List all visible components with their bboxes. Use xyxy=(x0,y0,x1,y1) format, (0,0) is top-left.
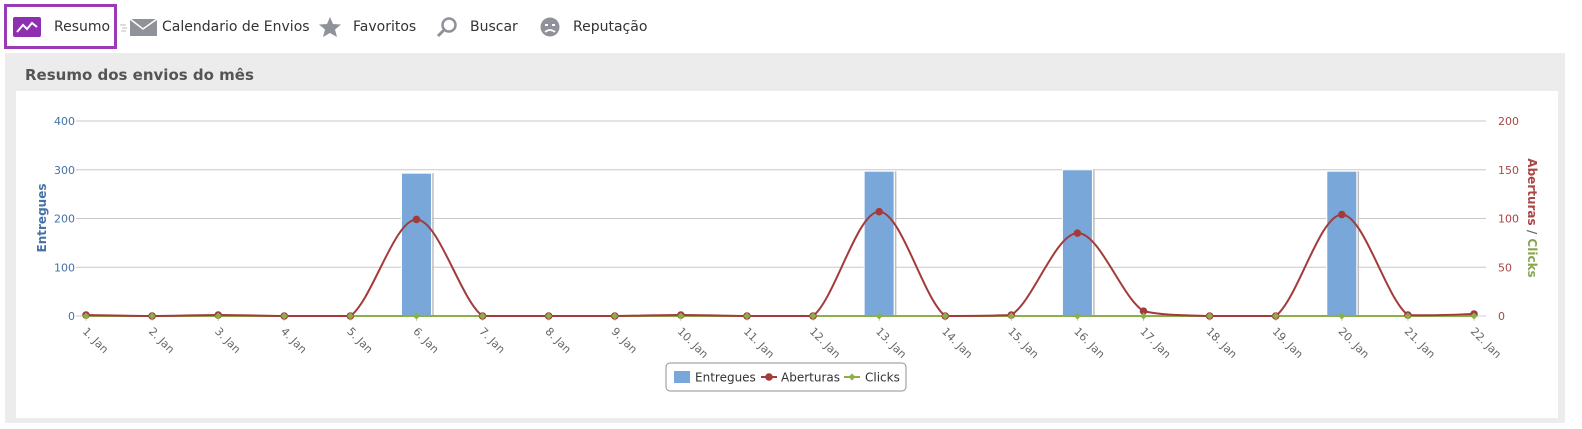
y-right-axis-title-part: Clicks xyxy=(1525,238,1539,277)
y-right-axis-title-part: / xyxy=(1525,230,1539,239)
point-aberturas xyxy=(1338,210,1346,219)
y-left-tick-label: 0 xyxy=(68,310,75,323)
point-clicks xyxy=(148,312,156,320)
point-clicks xyxy=(1470,312,1478,320)
point-aberturas xyxy=(1073,229,1082,237)
y-right-tick-label: 150 xyxy=(1498,164,1519,177)
x-tick-label: 7. Jan xyxy=(476,325,507,356)
point-aberturas xyxy=(875,207,883,216)
point-clicks xyxy=(743,312,751,320)
point-clicks xyxy=(412,312,420,320)
x-tick-label: 12. Jan xyxy=(807,325,843,361)
bar-entregues xyxy=(1326,170,1358,317)
x-tick-label: 21. Jan xyxy=(1402,325,1438,361)
x-tick-label: 8. Jan xyxy=(543,325,574,356)
x-tick-label: 22. Jan xyxy=(1468,325,1504,361)
bar-entregues xyxy=(400,172,432,317)
tab-label: Buscar xyxy=(470,18,518,35)
magnifier-icon xyxy=(436,16,458,38)
x-tick-label: 20. Jan xyxy=(1336,325,1372,361)
envelope-icon xyxy=(120,16,158,38)
point-clicks xyxy=(214,312,222,320)
legend-label-aberturas: Aberturas xyxy=(781,371,840,385)
y-right-tick-label: 0 xyxy=(1498,310,1505,323)
legend-box xyxy=(665,362,907,392)
tab-calendario[interactable]: Calendario de Envios xyxy=(120,4,310,49)
point-clicks xyxy=(479,312,487,320)
point-clicks xyxy=(545,312,553,320)
face-icon xyxy=(540,17,560,37)
x-tick-label: 13. Jan xyxy=(873,325,909,361)
x-tick-label: 3. Jan xyxy=(212,325,243,356)
y-left-tick-label: 200 xyxy=(54,213,75,226)
bar-entregues xyxy=(1061,169,1093,317)
legend-label-entregues: Entregues xyxy=(695,371,756,385)
x-tick-label: 18. Jan xyxy=(1203,325,1239,361)
tab-reputacao[interactable]: Reputação xyxy=(540,4,647,49)
y-left-tick-label: 300 xyxy=(54,164,75,177)
y-right-axis-title: Aberturas / Clicks xyxy=(1525,158,1539,277)
legend-swatch-entregues xyxy=(674,371,690,383)
x-tick-label: 14. Jan xyxy=(939,325,975,361)
summary-panel: Resumo dos envios do mês 0 100 200 300 400 0 5… xyxy=(5,53,1565,423)
point-clicks xyxy=(1140,312,1148,320)
x-tick-label: 5. Jan xyxy=(344,325,375,356)
point-clicks xyxy=(1206,312,1214,320)
panel-title: Resumo dos envios do mês xyxy=(25,66,254,84)
y-left-tick-label: 100 xyxy=(54,261,75,274)
y-right-tick-label: 50 xyxy=(1498,261,1512,274)
point-clicks xyxy=(346,312,354,320)
tab-label: Calendario de Envios xyxy=(162,18,310,35)
y-right-tick-label: 200 xyxy=(1498,115,1519,128)
tab-resumo[interactable]: Resumo xyxy=(4,4,117,49)
point-clicks xyxy=(875,312,883,320)
x-tick-label: 15. Jan xyxy=(1005,325,1041,361)
x-tick-label: 17. Jan xyxy=(1137,325,1173,361)
point-clicks xyxy=(1404,312,1412,320)
point-clicks xyxy=(280,312,288,320)
x-tick-label: 6. Jan xyxy=(410,325,441,356)
legend-marker-clicks xyxy=(848,373,856,381)
chart-area: 0 100 200 300 400 0 50 100 150 200 Entregues Abertu… xyxy=(16,91,1558,418)
y-left-axis-title: Entregues xyxy=(35,184,49,253)
point-clicks xyxy=(1073,312,1081,320)
point-clicks xyxy=(1272,312,1280,320)
tab-bar: Resumo Calendario de Envios Favoritos Bu… xyxy=(0,0,1582,51)
point-clicks xyxy=(82,312,90,320)
x-tick-label: 1. Jan xyxy=(80,325,111,356)
tab-favoritos[interactable]: Favoritos xyxy=(318,4,416,49)
tab-label: Resumo xyxy=(54,18,111,35)
y-right-axis-title-part: Aberturas xyxy=(1525,158,1539,230)
chart: 0 100 200 300 400 0 50 100 150 200 Entregues Abertu… xyxy=(35,115,1539,392)
tab-buscar[interactable]: Buscar xyxy=(436,4,518,49)
point-clicks xyxy=(677,312,685,320)
point-clicks xyxy=(1338,312,1346,320)
point-clicks xyxy=(611,312,619,320)
x-tick-label: 9. Jan xyxy=(609,325,640,356)
y-right-tick-label: 100 xyxy=(1498,213,1519,226)
series-line-aberturas xyxy=(85,210,1475,318)
point-clicks xyxy=(941,312,949,320)
x-tick-label: 11. Jan xyxy=(741,325,777,361)
tab-label: Reputação xyxy=(573,18,648,35)
y-left-tick-label: 400 xyxy=(54,115,75,128)
point-clicks xyxy=(809,312,817,320)
x-tick-label: 10. Jan xyxy=(675,325,711,361)
x-tick-label: 16. Jan xyxy=(1071,325,1107,361)
tab-label: Favoritos xyxy=(353,18,417,35)
x-tick-label: 19. Jan xyxy=(1270,325,1306,361)
point-clicks xyxy=(1007,312,1015,320)
x-tick-label: 4. Jan xyxy=(278,325,309,356)
x-tick-label: 2. Jan xyxy=(146,325,177,356)
point-aberturas xyxy=(412,215,421,224)
legend-marker-aberturas xyxy=(765,373,773,381)
star-icon xyxy=(318,16,342,38)
legend-label-clicks: Clicks xyxy=(865,371,900,385)
trend-chart-icon xyxy=(13,16,41,37)
bar-entregues xyxy=(863,170,895,317)
point-aberturas xyxy=(1139,307,1148,315)
